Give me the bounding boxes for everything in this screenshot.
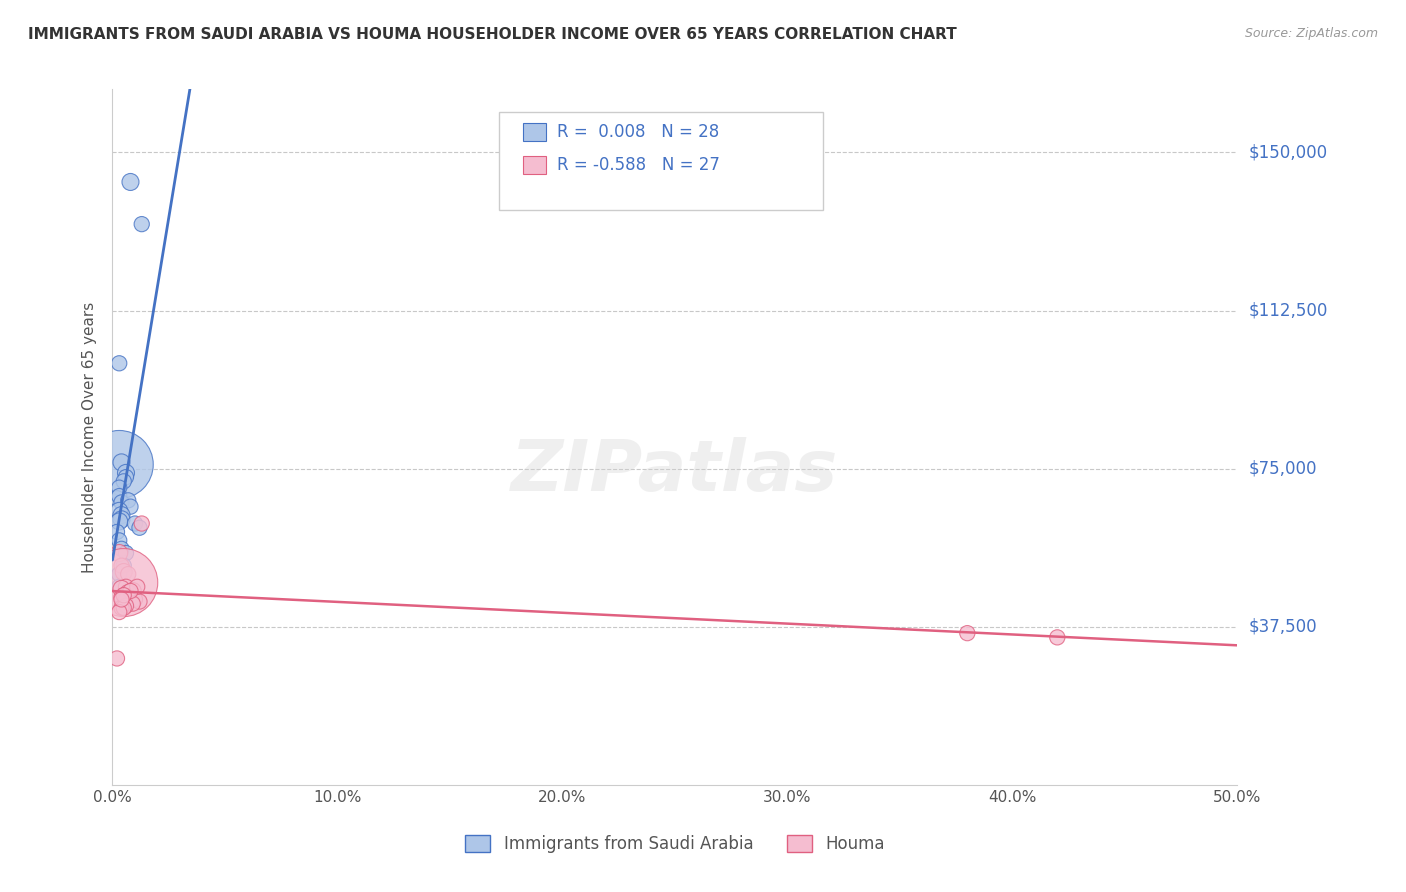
Point	[108, 481, 131, 495]
Point	[131, 217, 153, 231]
Point	[115, 580, 138, 594]
Point	[115, 599, 138, 613]
Point	[120, 500, 142, 514]
Point	[108, 567, 131, 582]
Point	[108, 546, 131, 560]
Point	[110, 508, 132, 522]
Point	[112, 475, 135, 489]
Point	[128, 521, 150, 535]
Point	[112, 588, 135, 602]
Point	[110, 512, 132, 526]
Point	[108, 489, 131, 503]
Point	[1046, 631, 1069, 645]
Point	[128, 594, 150, 608]
Text: $150,000: $150,000	[1249, 144, 1327, 161]
Text: IMMIGRANTS FROM SAUDI ARABIA VS HOUMA HOUSEHOLDER INCOME OVER 65 YEARS CORRELATI: IMMIGRANTS FROM SAUDI ARABIA VS HOUMA HO…	[28, 27, 957, 42]
Point	[105, 651, 128, 665]
Point	[115, 546, 138, 560]
Point	[108, 533, 131, 548]
Point	[117, 567, 139, 582]
Point	[115, 470, 138, 484]
Text: $37,500: $37,500	[1249, 618, 1317, 636]
Point	[108, 515, 131, 529]
Point	[121, 597, 143, 611]
Text: Source: ZipAtlas.com: Source: ZipAtlas.com	[1244, 27, 1378, 40]
Text: R = -0.588   N = 27: R = -0.588 N = 27	[557, 156, 720, 174]
Point	[110, 592, 132, 607]
Point	[115, 592, 138, 607]
Point	[124, 592, 146, 607]
Point	[127, 580, 149, 594]
Point	[110, 600, 132, 615]
Y-axis label: Householder Income Over 65 years: Householder Income Over 65 years	[82, 301, 97, 573]
Legend: Immigrants from Saudi Arabia, Houma: Immigrants from Saudi Arabia, Houma	[458, 829, 891, 860]
Point	[131, 516, 153, 531]
Point	[120, 175, 142, 189]
Point	[112, 575, 135, 590]
Text: $75,000: $75,000	[1249, 459, 1317, 478]
Point	[117, 493, 139, 508]
Point	[112, 565, 135, 579]
Point	[115, 466, 138, 480]
Point	[108, 356, 131, 370]
Point	[956, 626, 979, 640]
Point	[124, 516, 146, 531]
Point	[105, 524, 128, 539]
Point	[112, 600, 135, 615]
Point	[110, 558, 132, 573]
Point	[112, 558, 135, 573]
Point	[112, 588, 135, 602]
Point	[110, 455, 132, 469]
Text: $112,500: $112,500	[1249, 301, 1327, 319]
Point	[121, 584, 143, 599]
Text: ZIPatlas: ZIPatlas	[512, 437, 838, 507]
Text: R =  0.008   N = 28: R = 0.008 N = 28	[557, 123, 718, 141]
Point	[108, 504, 131, 518]
Point	[110, 495, 132, 509]
Point	[110, 591, 132, 605]
Point	[120, 584, 142, 599]
Point	[117, 586, 139, 600]
Point	[108, 458, 131, 472]
Point	[110, 541, 132, 556]
Point	[105, 491, 128, 506]
Point	[108, 605, 131, 619]
Point	[110, 582, 132, 596]
Point	[108, 580, 131, 594]
Point	[112, 592, 135, 607]
